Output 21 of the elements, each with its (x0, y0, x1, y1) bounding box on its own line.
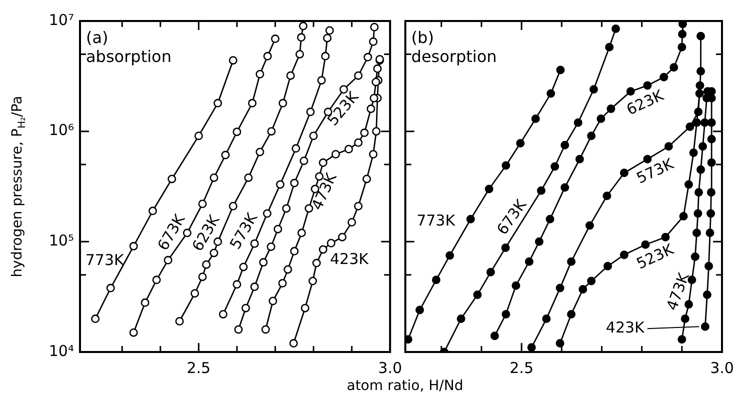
y-axis-title: hydrogen pressure, PH₂/Pa (10, 96, 28, 278)
x-tick-label: 3.0 (710, 358, 734, 377)
text: absorption (86, 47, 172, 66)
series-label: 423K (330, 250, 370, 268)
text: (a) (86, 28, 108, 47)
text: 473K (308, 169, 341, 213)
text: 573K (634, 154, 678, 188)
text: (b) (411, 28, 434, 47)
text: 623K (624, 86, 668, 119)
text: desorption (411, 47, 497, 66)
x-tick-label: 2.5 (510, 358, 534, 377)
legend-label: 423K (606, 318, 646, 336)
series-label: 773K (416, 211, 456, 230)
x-tick-label: 2.5 (186, 358, 211, 377)
x-tick-label: 3.0 (378, 358, 402, 377)
y-tick-label: 10⁶ (48, 121, 74, 140)
y-tick-label: 10⁵ (48, 232, 74, 250)
y-tick-label: 10⁷ (48, 10, 74, 29)
x-axis-title: atom ratio, H/Nd (346, 378, 464, 394)
series-label: 773K (85, 250, 126, 269)
y-tick-label: 10⁴ (48, 342, 74, 360)
